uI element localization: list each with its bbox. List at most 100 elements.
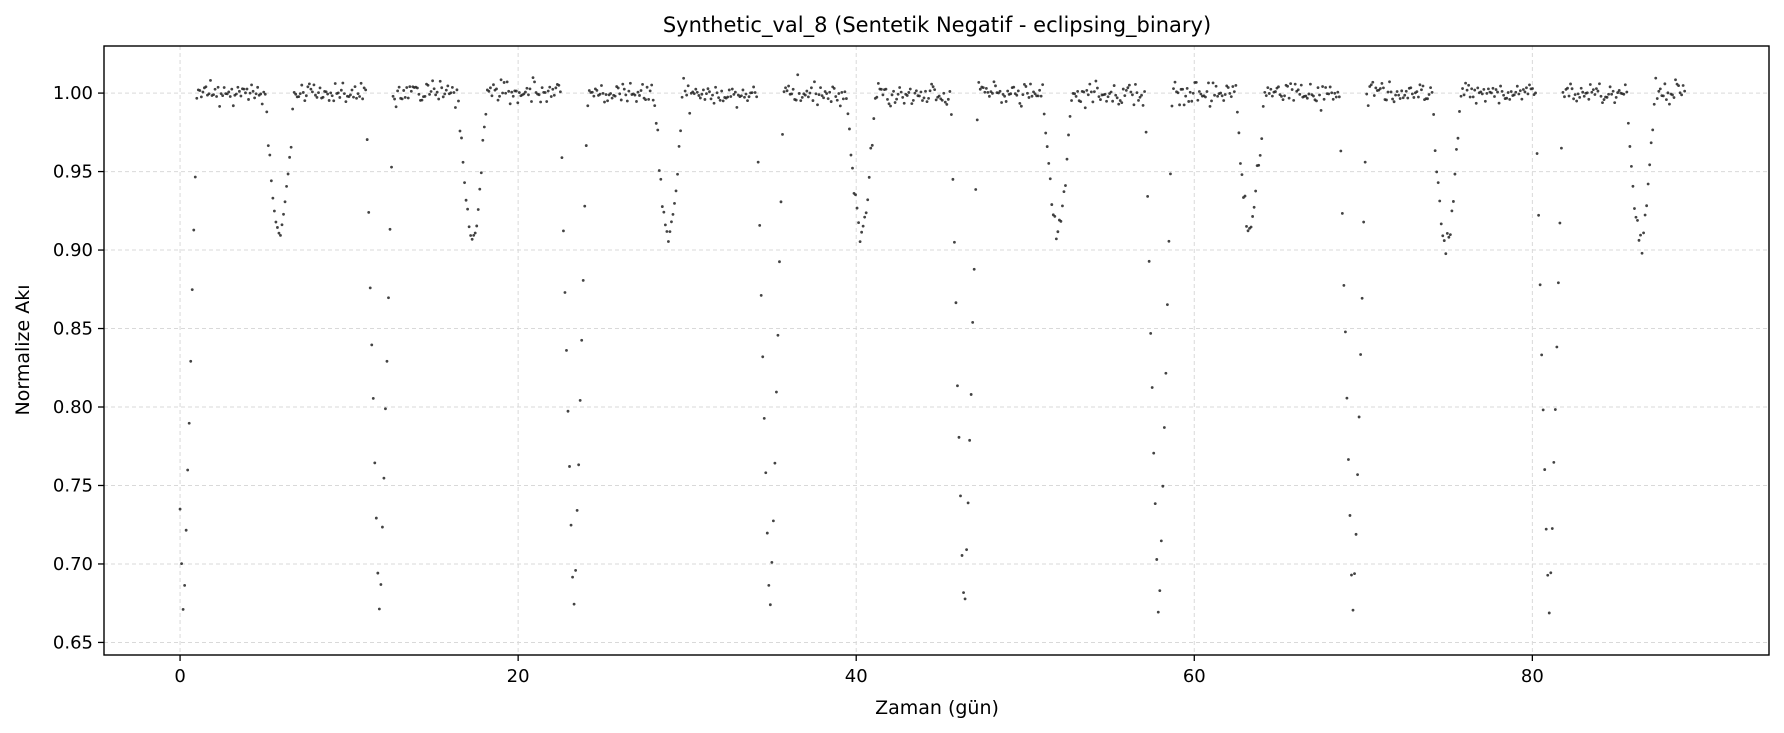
data-point — [1274, 90, 1277, 93]
data-point — [901, 96, 905, 99]
data-point — [1330, 91, 1334, 95]
data-point — [1289, 82, 1293, 86]
data-point — [907, 91, 911, 94]
data-point — [1315, 99, 1318, 103]
data-point — [303, 99, 307, 103]
data-point — [806, 95, 810, 99]
data-point — [1480, 92, 1484, 96]
data-point — [1140, 93, 1143, 97]
data-point — [1543, 468, 1547, 471]
data-point — [590, 90, 594, 94]
data-point — [1471, 95, 1475, 99]
data-point — [851, 166, 854, 170]
data-point — [1538, 283, 1542, 287]
data-point — [1316, 86, 1320, 90]
data-point — [218, 105, 222, 108]
data-point — [181, 608, 185, 611]
data-point — [1027, 96, 1031, 99]
data-point — [959, 494, 962, 498]
data-point — [199, 95, 203, 99]
data-point — [756, 160, 760, 164]
data-point — [350, 88, 354, 92]
data-point — [1570, 87, 1574, 91]
data-point — [618, 92, 622, 96]
data-point — [966, 501, 970, 505]
data-point — [787, 84, 790, 88]
data-point — [592, 94, 596, 98]
data-point — [283, 200, 287, 204]
data-point — [898, 86, 902, 89]
data-point — [228, 95, 232, 98]
data-point — [1048, 177, 1052, 181]
data-point — [304, 94, 308, 98]
data-point — [1235, 110, 1239, 114]
data-point — [796, 73, 800, 77]
data-point — [580, 338, 584, 342]
data-point — [330, 94, 334, 98]
data-point — [1056, 230, 1060, 234]
data-point — [537, 93, 541, 97]
data-point — [1356, 473, 1359, 477]
data-point — [1342, 284, 1346, 287]
data-point — [364, 88, 368, 92]
data-point — [444, 88, 448, 92]
data-point — [1378, 87, 1382, 90]
data-point — [420, 98, 424, 102]
data-point — [1109, 90, 1113, 94]
data-point — [183, 583, 187, 587]
data-point — [443, 92, 447, 96]
data-point — [1312, 94, 1315, 98]
data-point — [1293, 82, 1297, 86]
data-point — [231, 104, 235, 108]
data-point — [1144, 130, 1148, 134]
y-tick-label: 0.65 — [53, 632, 93, 653]
data-point — [256, 85, 260, 89]
data-point — [908, 87, 912, 91]
data-point — [1191, 91, 1195, 95]
data-point — [1499, 84, 1502, 88]
data-point — [954, 301, 958, 305]
data-point — [201, 90, 205, 94]
data-point — [559, 90, 562, 94]
data-point — [1605, 95, 1609, 99]
data-point — [819, 86, 822, 90]
data-point — [189, 359, 193, 363]
data-point — [1296, 88, 1300, 92]
data-point — [1184, 94, 1188, 98]
data-point — [948, 90, 952, 93]
data-point — [1487, 87, 1490, 91]
data-point — [677, 145, 681, 148]
data-point — [1674, 78, 1677, 82]
data-point — [641, 82, 644, 86]
data-point — [1455, 148, 1458, 151]
data-point — [499, 78, 503, 82]
data-point — [1500, 90, 1504, 93]
data-point — [662, 210, 666, 214]
data-point — [673, 202, 676, 205]
data-point — [1520, 97, 1524, 101]
data-point — [1155, 558, 1159, 561]
data-point — [527, 93, 530, 97]
data-point — [698, 96, 702, 100]
data-point — [1553, 408, 1557, 411]
data-point — [1231, 85, 1235, 88]
data-point — [1369, 83, 1373, 87]
data-point — [1617, 89, 1621, 92]
data-point — [1267, 92, 1271, 95]
data-point — [510, 90, 514, 94]
data-point — [1640, 251, 1644, 255]
data-point — [1026, 91, 1029, 95]
data-point — [215, 95, 218, 98]
data-point — [1610, 92, 1614, 96]
data-point — [428, 92, 431, 96]
data-point — [1518, 89, 1522, 93]
data-point — [633, 93, 637, 97]
data-point — [563, 291, 567, 294]
data-point — [834, 95, 838, 98]
data-point — [533, 80, 536, 84]
data-point — [1351, 608, 1355, 612]
data-point — [1118, 99, 1122, 102]
data-point — [953, 240, 956, 244]
data-point — [288, 155, 291, 159]
data-point — [1636, 219, 1639, 222]
